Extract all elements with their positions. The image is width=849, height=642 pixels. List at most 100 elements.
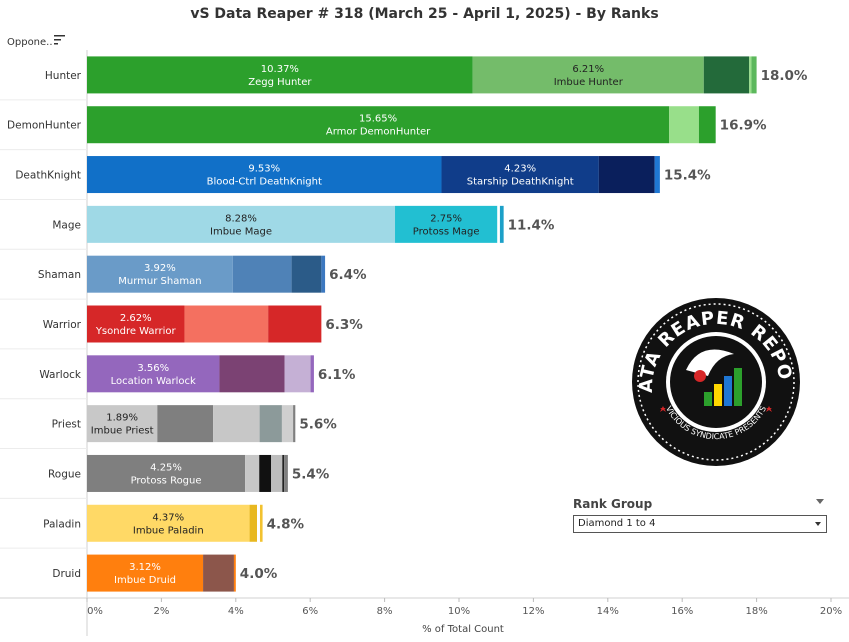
bar-segment-hunter[interactable] bbox=[703, 56, 750, 94]
bar-segment-mage[interactable] bbox=[497, 205, 500, 243]
bar-total-label: 4.0% bbox=[240, 566, 278, 582]
bar-segment-rogue[interactable] bbox=[259, 454, 272, 492]
bar-segment-warrior[interactable] bbox=[184, 305, 269, 343]
bar-segment-shaman[interactable] bbox=[321, 255, 326, 293]
category-label-warlock: Warlock bbox=[39, 369, 82, 381]
segment-value-label: 15.65% bbox=[359, 114, 397, 125]
category-label-demonhunter: DemonHunter bbox=[7, 120, 82, 132]
segment-value-label: 1.89% bbox=[106, 413, 138, 424]
chevron-down-icon bbox=[815, 522, 821, 526]
bar-segment-rogue[interactable] bbox=[245, 454, 260, 492]
bar-segment-rogue[interactable] bbox=[282, 454, 285, 492]
x-tick-label: 4% bbox=[228, 606, 244, 617]
segment-value-label: 3.92% bbox=[144, 263, 176, 274]
bar-segment-hunter[interactable] bbox=[87, 56, 473, 94]
segment-value-label: 2.75% bbox=[430, 213, 462, 224]
sort-field-label[interactable]: Oppone.. bbox=[7, 37, 53, 48]
bar-segment-demonhunter[interactable] bbox=[87, 106, 670, 144]
x-tick-label: 6% bbox=[302, 606, 318, 617]
segment-value-label: 4.37% bbox=[152, 512, 184, 523]
bar-segment-deathknight[interactable] bbox=[441, 156, 599, 194]
segment-value-label: 9.53% bbox=[248, 164, 280, 175]
bar-segment-shaman[interactable] bbox=[232, 255, 292, 293]
bar-segment-mage[interactable] bbox=[499, 205, 504, 243]
x-tick-label: 10% bbox=[448, 606, 470, 617]
bar-segment-priest[interactable] bbox=[213, 405, 260, 443]
bar-segment-shaman[interactable] bbox=[87, 255, 233, 293]
segment-value-label: 10.37% bbox=[261, 64, 299, 75]
segment-value-label: 3.12% bbox=[129, 562, 161, 573]
x-tick-label: 2% bbox=[153, 606, 169, 617]
bar-segment-mage[interactable] bbox=[395, 205, 498, 243]
bar-segment-paladin[interactable] bbox=[259, 504, 263, 542]
segment-archetype-label: Starship DeathKnight bbox=[467, 177, 574, 188]
segment-archetype-label: Protoss Mage bbox=[413, 226, 480, 237]
bar-segment-deathknight[interactable] bbox=[598, 156, 655, 194]
x-axis-title: % of Total Count bbox=[422, 624, 504, 635]
category-label-shaman: Shaman bbox=[38, 269, 81, 281]
x-tick-label: 16% bbox=[671, 606, 693, 617]
bar-segment-rogue[interactable] bbox=[284, 454, 288, 492]
bar-segment-druid[interactable] bbox=[233, 554, 236, 592]
segment-archetype-label: Imbue Paladin bbox=[133, 525, 204, 536]
bar-segment-deathknight[interactable] bbox=[654, 156, 660, 194]
bar-segment-druid[interactable] bbox=[87, 554, 204, 592]
bar-segment-hunter[interactable] bbox=[472, 56, 704, 94]
sort-descending-icon[interactable] bbox=[54, 35, 66, 45]
segment-value-label: 4.23% bbox=[504, 164, 536, 175]
bar-total-label: 6.1% bbox=[318, 367, 356, 383]
bar-segment-paladin[interactable] bbox=[87, 504, 250, 542]
bar-segment-paladin[interactable] bbox=[257, 504, 260, 542]
bar-segment-rogue[interactable] bbox=[87, 454, 246, 492]
bar-segment-demonhunter[interactable] bbox=[698, 106, 716, 144]
bar-total-label: 11.4% bbox=[508, 217, 555, 233]
bar-segment-hunter[interactable] bbox=[749, 56, 752, 94]
bar-segment-warlock[interactable] bbox=[87, 355, 220, 393]
category-label-priest: Priest bbox=[52, 419, 81, 431]
bar-segment-mage[interactable] bbox=[87, 205, 396, 243]
x-tick-label: 8% bbox=[377, 606, 393, 617]
segment-archetype-label: Blood-Ctrl DeathKnight bbox=[207, 177, 322, 188]
bar-total-label: 6.3% bbox=[325, 317, 363, 333]
x-tick-label: 0% bbox=[87, 606, 103, 617]
segment-value-label: 8.28% bbox=[225, 213, 257, 224]
segment-value-label: 6.21% bbox=[572, 64, 604, 75]
bar-segment-warlock[interactable] bbox=[310, 355, 314, 393]
x-tick-label: 20% bbox=[820, 606, 842, 617]
bar-total-label: 6.4% bbox=[329, 267, 367, 283]
bar-segment-priest[interactable] bbox=[259, 405, 282, 443]
bar-segment-deathknight[interactable] bbox=[87, 156, 442, 194]
rank-group-select[interactable]: Diamond 1 to 4 bbox=[573, 515, 827, 533]
segment-archetype-label: Location Warlock bbox=[111, 376, 196, 387]
bar-segment-hunter[interactable] bbox=[751, 56, 757, 94]
rank-group-label: Rank Group bbox=[573, 497, 653, 511]
bar-segment-shaman[interactable] bbox=[291, 255, 322, 293]
segment-archetype-label: Murmur Shaman bbox=[118, 276, 201, 287]
data-reaper-logo: DATA REAPER REPORT VICIOUS SYNDICATE PRE… bbox=[630, 296, 800, 466]
segment-archetype-label: Imbue Druid bbox=[114, 575, 176, 586]
segment-archetype-label: Imbue Mage bbox=[210, 226, 272, 237]
segment-value-label: 2.62% bbox=[120, 313, 152, 324]
bar-segment-warrior[interactable] bbox=[268, 305, 322, 343]
bar-segment-priest[interactable] bbox=[157, 405, 214, 443]
bar-segment-warlock[interactable] bbox=[284, 355, 311, 393]
category-label-deathknight: DeathKnight bbox=[15, 170, 81, 182]
bar-total-label: 4.8% bbox=[267, 516, 305, 532]
category-label-druid: Druid bbox=[52, 568, 81, 580]
segment-value-label: 4.25% bbox=[150, 462, 182, 473]
rank-group-selected-value: Diamond 1 to 4 bbox=[578, 518, 656, 529]
rank-group-menu-icon[interactable] bbox=[816, 499, 824, 504]
bar-segment-paladin[interactable] bbox=[249, 504, 258, 542]
category-label-hunter: Hunter bbox=[45, 70, 82, 82]
x-tick-label: 18% bbox=[745, 606, 767, 617]
bar-segment-druid[interactable] bbox=[203, 554, 234, 592]
bar-segment-warrior[interactable] bbox=[87, 305, 185, 343]
bar-segment-warlock[interactable] bbox=[219, 355, 285, 393]
bar-segment-rogue[interactable] bbox=[271, 454, 283, 492]
bar-segment-priest[interactable] bbox=[87, 405, 158, 443]
bar-segment-priest[interactable] bbox=[293, 405, 296, 443]
bar-segment-priest[interactable] bbox=[281, 405, 294, 443]
bar-segment-demonhunter[interactable] bbox=[669, 106, 699, 144]
x-tick-label: 12% bbox=[522, 606, 544, 617]
segment-archetype-label: Imbue Hunter bbox=[554, 77, 624, 88]
